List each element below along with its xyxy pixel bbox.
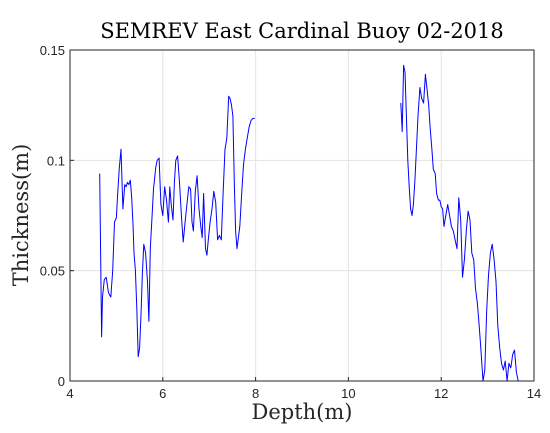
x-tick-label: 6 [159,386,166,401]
x-axis-label: Depth(m) [252,400,353,424]
x-tick-label: 4 [66,386,73,401]
y-tick-label: 0.05 [40,264,65,279]
thickness-line-segment-1 [99,95,255,358]
y-axis-label: Thickness(m) [9,144,33,287]
thickness-line-segment-2 [400,64,519,382]
x-tick-label: 14 [527,386,541,401]
chart-title: SEMREV East Cardinal Buoy 02-2018 [100,19,504,43]
data-series [99,64,519,382]
y-tick-label: 0 [58,374,65,389]
y-tick-label: 0.15 [40,43,65,58]
y-axis-ticks: 0 0.05 0.1 0.15 [40,43,74,389]
plot-area-frame [69,49,535,382]
x-tick-label: 10 [341,386,355,401]
y-tick-label: 0.1 [47,153,65,168]
x-axis-ticks: 4 6 8 10 12 14 [66,377,541,401]
grid-lines [69,49,535,382]
x-tick-label: 12 [434,386,448,401]
x-tick-label: 8 [252,386,259,401]
